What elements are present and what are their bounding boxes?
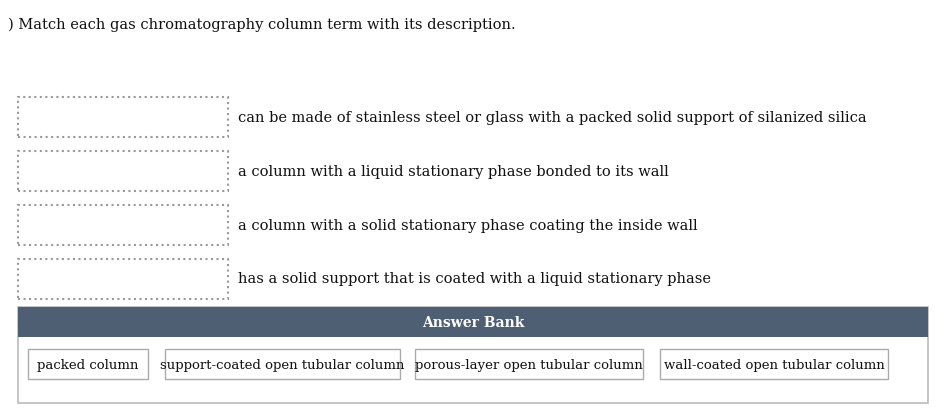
Text: support-coated open tubular column: support-coated open tubular column xyxy=(160,358,405,370)
Text: has a solid support that is coated with a liquid stationary phase: has a solid support that is coated with … xyxy=(238,271,711,285)
Text: a column with a solid stationary phase coating the inside wall: a column with a solid stationary phase c… xyxy=(238,218,697,233)
Text: ) Match each gas chromatography column term with its description.: ) Match each gas chromatography column t… xyxy=(8,18,516,32)
FancyBboxPatch shape xyxy=(18,259,228,299)
Text: Answer Bank: Answer Bank xyxy=(422,315,524,329)
FancyBboxPatch shape xyxy=(28,349,148,379)
FancyBboxPatch shape xyxy=(165,349,400,379)
FancyBboxPatch shape xyxy=(18,206,228,245)
FancyBboxPatch shape xyxy=(18,98,228,138)
FancyBboxPatch shape xyxy=(660,349,888,379)
Text: a column with a liquid stationary phase bonded to its wall: a column with a liquid stationary phase … xyxy=(238,165,669,178)
Text: can be made of stainless steel or glass with a packed solid support of silanized: can be made of stainless steel or glass … xyxy=(238,111,867,125)
FancyBboxPatch shape xyxy=(415,349,643,379)
Text: porous-layer open tubular column: porous-layer open tubular column xyxy=(415,358,643,370)
Text: packed column: packed column xyxy=(37,358,139,370)
FancyBboxPatch shape xyxy=(18,307,928,337)
FancyBboxPatch shape xyxy=(18,307,928,403)
Text: wall-coated open tubular column: wall-coated open tubular column xyxy=(664,358,885,370)
FancyBboxPatch shape xyxy=(18,152,228,192)
